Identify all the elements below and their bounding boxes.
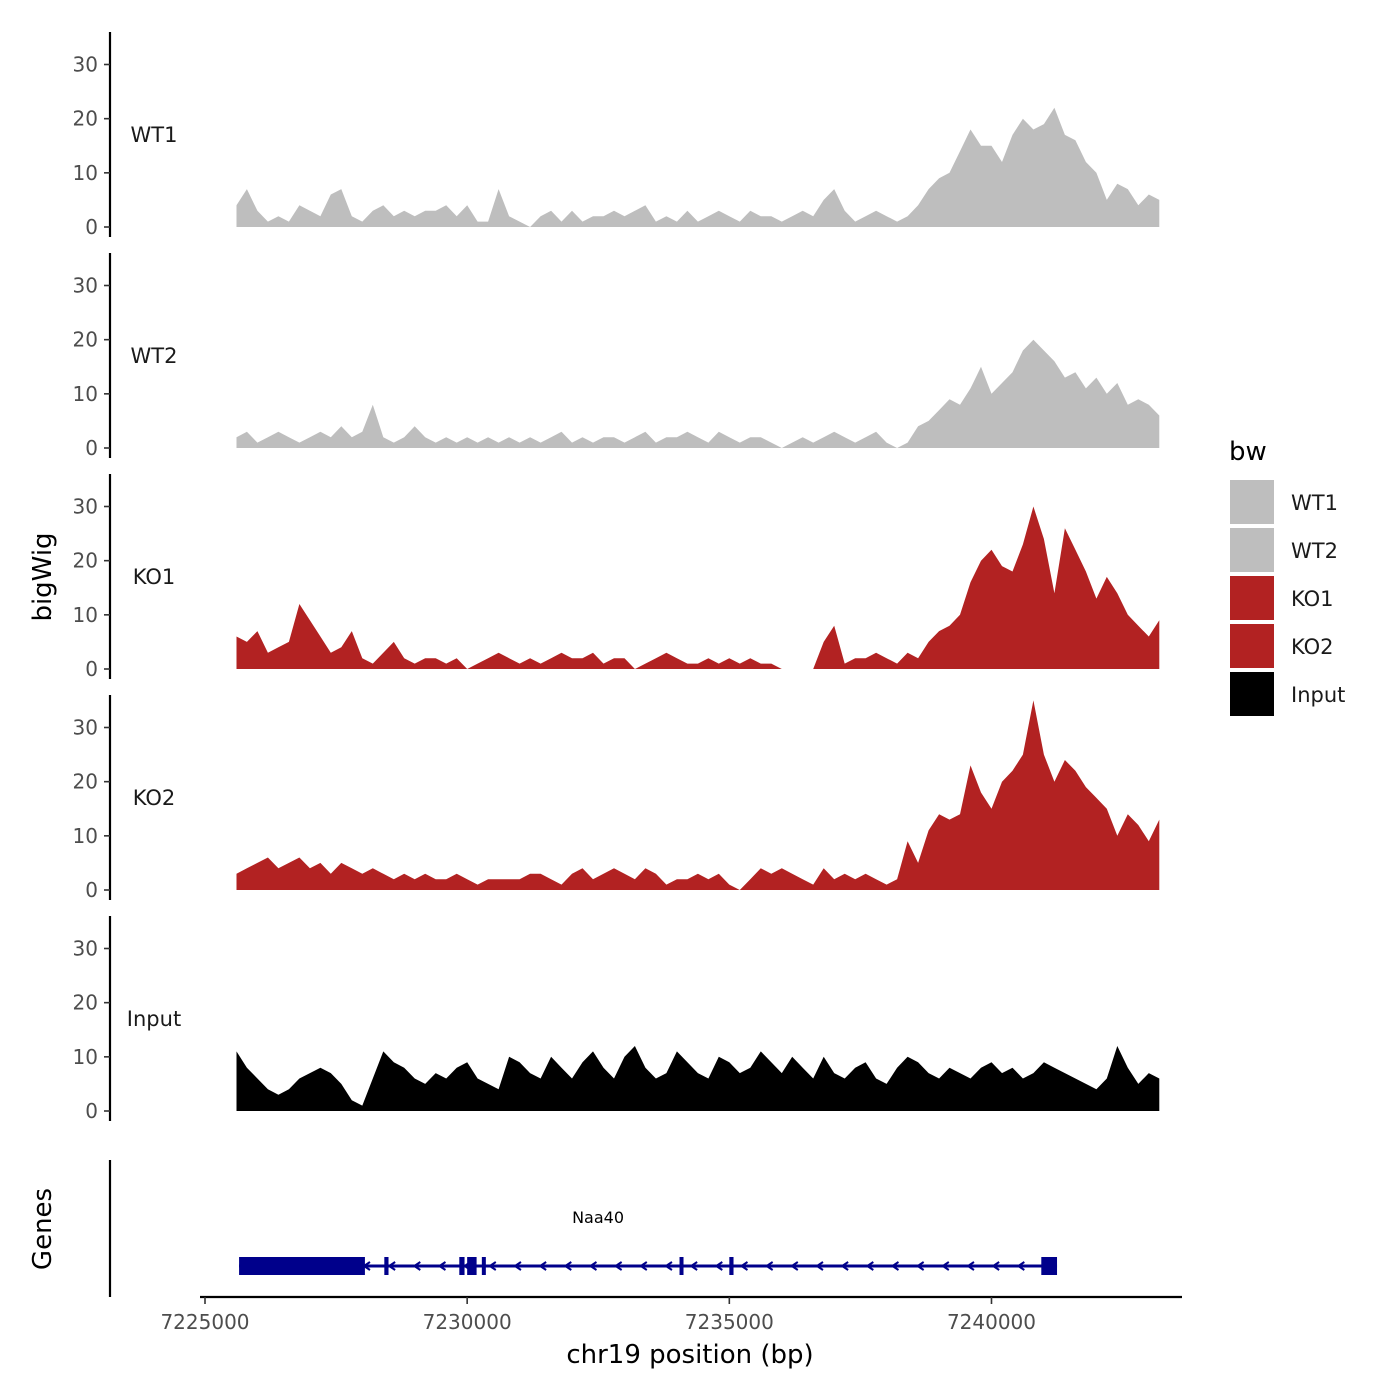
- exon-block: [1041, 1257, 1058, 1275]
- strand-arrow: [513, 1261, 522, 1271]
- legend-label-ko1: KO1: [1291, 587, 1334, 611]
- x-tick-label: 7225000: [160, 1310, 249, 1334]
- y-tick-label: 30: [73, 53, 98, 77]
- x-tick-label: 7230000: [423, 1310, 512, 1334]
- y-tick-label: 20: [73, 328, 98, 352]
- y-tick-label: 20: [73, 991, 98, 1015]
- strand-arrow: [915, 1261, 925, 1271]
- x-tick-label: 7240000: [947, 1310, 1036, 1334]
- y-tick-label: 30: [73, 937, 98, 961]
- strand-arrow: [941, 1261, 950, 1271]
- signal-area-ko2: [236, 700, 1160, 890]
- strand-arrow: [865, 1261, 874, 1271]
- exon-block: [239, 1257, 365, 1275]
- strand-arrow: [991, 1261, 1000, 1271]
- strand-arrow: [488, 1261, 497, 1271]
- x-axis-title: chr19 position (bp): [566, 1340, 813, 1370]
- strand-arrow: [613, 1261, 623, 1271]
- y-tick-label: 30: [73, 716, 98, 740]
- track-label: Input: [127, 1007, 181, 1031]
- exon-block: [481, 1257, 486, 1275]
- x-axis: 7225000 7230000 7235000 7240000: [160, 1295, 1182, 1334]
- track-panel-ko1: 0 10 20 30 KO1: [73, 474, 1160, 681]
- exon-block: [679, 1257, 684, 1275]
- y-tick-label: 10: [73, 382, 98, 406]
- y-tick-label: 10: [73, 1045, 98, 1069]
- strand-arrow: [538, 1261, 547, 1271]
- x-tick-label: 7235000: [685, 1310, 774, 1334]
- y-tick-label: 0: [85, 1099, 98, 1123]
- strand-arrow: [563, 1261, 572, 1271]
- y-tick-label: 0: [85, 215, 98, 239]
- signal-area-input: [236, 1046, 1160, 1111]
- y-tick-label: 30: [73, 495, 98, 519]
- y-tick-label: 20: [73, 107, 98, 131]
- y-tick-label: 10: [73, 603, 98, 627]
- strand-arrow: [437, 1261, 447, 1271]
- exon-block: [467, 1257, 477, 1275]
- gene-panel: Naa40: [108, 1160, 1058, 1297]
- track-label: WT1: [131, 123, 178, 147]
- legend-title: bw: [1229, 437, 1267, 467]
- track-label: WT2: [131, 344, 178, 368]
- y-tick-label: 10: [73, 161, 98, 185]
- strand-arrow: [664, 1261, 673, 1271]
- track-panel-input: 0 10 20 30 Input: [73, 916, 1160, 1123]
- exon-block: [384, 1257, 389, 1275]
- strand-arrow: [815, 1261, 824, 1271]
- strand-arrow: [966, 1261, 975, 1271]
- legend-label-input: Input: [1291, 683, 1345, 707]
- exon-block: [459, 1257, 465, 1275]
- strand-arrow: [714, 1261, 723, 1271]
- legend-swatch-wt1: [1230, 480, 1274, 524]
- y-tick-label: 0: [85, 878, 98, 902]
- gene-name-label: Naa40: [572, 1208, 624, 1227]
- y-tick-label: 10: [73, 824, 98, 848]
- signal-area-ko1: [236, 506, 1160, 669]
- strand-arrow: [790, 1261, 799, 1271]
- y-tick-label: 30: [73, 274, 98, 298]
- strand-arrow: [739, 1261, 749, 1271]
- gene-model-naa40: Naa40: [239, 1208, 1058, 1275]
- legend-swatch-input: [1230, 672, 1274, 716]
- track-panel-wt1: 0 10 20 30 WT1: [73, 32, 1160, 239]
- strand-arrow: [639, 1261, 648, 1271]
- legend-swatch-ko2: [1230, 624, 1274, 668]
- y-tick-label: 0: [85, 436, 98, 460]
- legend-swatch-ko1: [1230, 576, 1274, 620]
- strand-arrow: [387, 1261, 396, 1271]
- track-panel-wt2: 0 10 20 30 WT2: [73, 253, 1160, 460]
- legend-swatch-wt2: [1230, 528, 1274, 572]
- legend-label-wt2: WT2: [1291, 539, 1338, 563]
- track-label: KO2: [133, 786, 176, 810]
- track-panels: 0 10 20 30 WT1 0 10 20 30 WT2 0 10 20 30 KO1 0 10 20 30 KO2…: [73, 32, 1160, 1123]
- signal-area-wt2: [236, 339, 1160, 448]
- y-axis-title: bigWig: [28, 532, 58, 621]
- strand-arrow: [412, 1261, 421, 1271]
- y-tick-label: 20: [73, 770, 98, 794]
- strand-arrow: [764, 1261, 774, 1271]
- strand-arrow: [890, 1261, 900, 1271]
- strand-arrow: [689, 1261, 698, 1271]
- legend-label-ko2: KO2: [1291, 635, 1334, 659]
- genes-axis-title: Genes: [28, 1188, 58, 1270]
- track-label: KO1: [133, 565, 176, 589]
- track-panel-ko2: 0 10 20 30 KO2: [73, 695, 1160, 902]
- legend-label-wt1: WT1: [1291, 491, 1338, 515]
- strand-arrow: [1016, 1261, 1025, 1271]
- y-tick-label: 20: [73, 549, 98, 573]
- signal-area-wt1: [236, 107, 1160, 227]
- strand-arrow: [588, 1261, 598, 1271]
- exon-block: [729, 1257, 734, 1275]
- y-tick-label: 0: [85, 657, 98, 681]
- strand-arrow: [840, 1261, 849, 1271]
- legend: bw WT1 WT2 KO1 KO2 Input: [1229, 437, 1345, 716]
